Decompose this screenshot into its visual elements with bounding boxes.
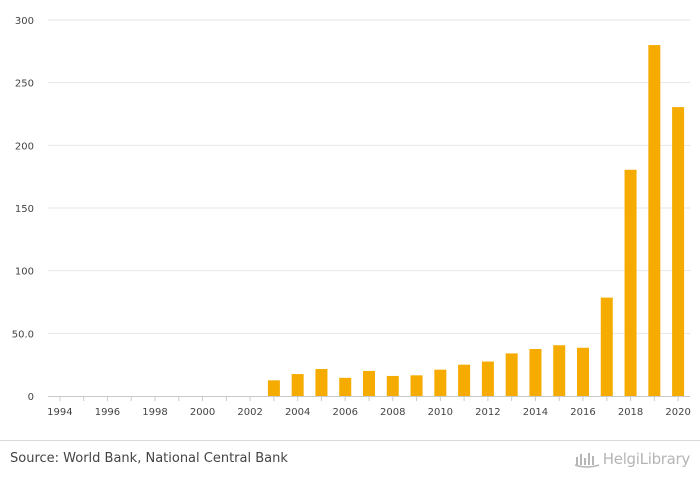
y-tick-label: 0 xyxy=(28,392,34,403)
bar-2013 xyxy=(505,353,518,396)
bar-2004 xyxy=(291,374,304,396)
bar-2011 xyxy=(458,364,471,396)
x-tick-label: 2000 xyxy=(190,407,215,418)
x-tick-label: 2012 xyxy=(475,407,500,418)
bar-2008 xyxy=(386,375,399,396)
bar-2018 xyxy=(624,169,637,396)
helgilibrary-logo-icon xyxy=(574,453,600,468)
logo-text: HelgiLibrary xyxy=(602,450,691,468)
bars xyxy=(267,45,685,397)
bar-2010 xyxy=(434,369,447,396)
gridlines xyxy=(48,19,690,334)
y-tick-label: 200 xyxy=(15,141,34,152)
bar-2019 xyxy=(648,45,661,397)
x-tick-label: 2018 xyxy=(618,407,643,418)
x-axis-ticks: 1994 1996 1998 2000 2002 2004 2006 2008 2010 2012… xyxy=(47,396,691,418)
x-tick-label: 1996 xyxy=(95,407,120,418)
y-tick-label: 250 xyxy=(15,79,34,90)
x-tick-label: 2014 xyxy=(523,407,548,418)
bar-2016 xyxy=(577,347,589,396)
bar-2005 xyxy=(315,369,328,396)
x-tick-label: 2008 xyxy=(380,407,405,418)
y-tick-label: 150 xyxy=(15,204,34,215)
bar-chart: 0 50.0 100 150 200 250 300 1994 1996 1998 2000 200… xyxy=(12,16,691,418)
y-tick-label: 50.0 xyxy=(12,329,34,340)
bar-2012 xyxy=(481,361,494,396)
x-tick-label: 2004 xyxy=(285,407,310,418)
helgilibrary-logo[interactable]: HelgiLibrary xyxy=(574,449,690,469)
x-tick-label: 2020 xyxy=(665,407,690,418)
y-tick-label: 100 xyxy=(15,267,34,278)
bar-2009 xyxy=(410,375,423,396)
y-axis-ticks: 0 50.0 100 150 200 250 300 xyxy=(12,16,34,403)
bar-2017 xyxy=(600,297,613,396)
bar-2014 xyxy=(529,349,542,396)
source-text: Source: World Bank, National Central Ban… xyxy=(10,451,288,466)
x-tick-label: 2010 xyxy=(428,407,453,418)
x-tick-label: 2006 xyxy=(332,407,357,418)
bar-2007 xyxy=(363,370,375,396)
bar-2020 xyxy=(672,107,685,397)
x-tick-label: 2016 xyxy=(570,407,595,418)
y-tick-label: 300 xyxy=(15,16,34,27)
bar-2003 xyxy=(267,380,280,396)
bar-2006 xyxy=(339,377,352,396)
x-tick-label: 1998 xyxy=(142,407,167,418)
x-tick-label: 1994 xyxy=(47,407,72,418)
x-tick-label: 2002 xyxy=(237,407,262,418)
footer: Source: World Bank, National Central Ban… xyxy=(0,440,700,484)
bar-2015 xyxy=(553,345,566,396)
